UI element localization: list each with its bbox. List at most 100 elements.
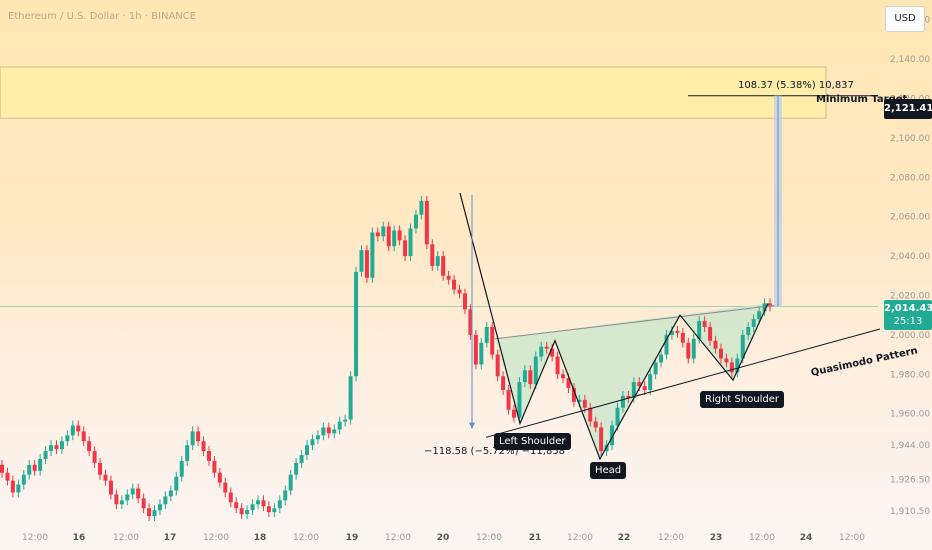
y-tick-label: 2,000.00 xyxy=(890,331,930,341)
candle-body xyxy=(245,510,250,515)
candle-body xyxy=(392,230,397,247)
x-tick-label: 12:00 xyxy=(203,533,229,543)
x-tick-label: 24 xyxy=(800,533,813,543)
candle-body xyxy=(359,250,364,272)
right-shoulder-label[interactable]: Right Shoulder xyxy=(700,391,785,408)
x-tick-label: 18 xyxy=(254,533,267,543)
candle-body xyxy=(157,504,162,511)
candle-body xyxy=(435,256,440,266)
candle-body xyxy=(757,311,762,320)
candle-body xyxy=(185,445,190,461)
candle-body xyxy=(631,382,636,398)
candle-body xyxy=(740,334,745,359)
candle-body xyxy=(179,460,184,477)
candle-body xyxy=(152,510,157,517)
candle-body xyxy=(239,508,244,515)
x-tick-label: 12:00 xyxy=(22,533,48,543)
candle-body xyxy=(419,200,424,215)
candle-body xyxy=(702,321,707,327)
candle-body xyxy=(446,275,451,280)
candle-body xyxy=(610,425,615,446)
down-measure-text: −118.58 (−5.72%) −11,858 xyxy=(424,446,566,457)
candle-body xyxy=(566,378,571,389)
head-label[interactable]: Head xyxy=(590,462,627,479)
candle-body xyxy=(642,386,647,391)
candle-body xyxy=(119,500,124,505)
candle-body xyxy=(54,445,59,450)
candle-body xyxy=(299,455,304,463)
candle-body xyxy=(555,356,560,375)
candle-body xyxy=(168,490,173,497)
candle-body xyxy=(147,508,152,517)
candle-body xyxy=(81,431,86,442)
candle-body xyxy=(713,340,718,349)
candle-body xyxy=(310,439,315,446)
candle-body xyxy=(751,319,756,327)
candle-body xyxy=(196,431,201,442)
candle-body xyxy=(571,388,576,402)
y-tick-label: 2,040.00 xyxy=(890,252,930,262)
candle-body xyxy=(163,496,168,505)
x-tick-label: 19 xyxy=(346,533,359,543)
candle-body xyxy=(98,462,103,475)
candle-body xyxy=(321,427,326,436)
candle-body xyxy=(386,226,391,247)
candle-body xyxy=(533,356,538,385)
candle-body xyxy=(27,464,32,475)
candle-body xyxy=(114,494,119,505)
candle-body xyxy=(484,326,489,343)
candle-body xyxy=(479,342,484,365)
candle-body xyxy=(108,480,113,495)
candle-body xyxy=(272,508,277,513)
candle-body xyxy=(354,271,359,377)
candle-body xyxy=(92,451,97,463)
candle-body xyxy=(294,462,299,475)
left-shoulder-label[interactable]: Left Shoulder xyxy=(494,433,571,450)
candle-body xyxy=(512,409,516,418)
candle-body xyxy=(441,256,446,276)
candle-body xyxy=(544,346,549,349)
candle-body xyxy=(76,425,81,432)
x-tick-label: 20 xyxy=(437,533,450,543)
y-tick-label: 2,060.00 xyxy=(890,213,930,223)
y-tick-label: 1,910.50 xyxy=(890,507,930,517)
candle-body xyxy=(38,458,43,471)
symbol-header: Ethereum / U.S. Dollar · 1h · BINANCE xyxy=(8,11,197,22)
candle-body xyxy=(315,435,320,440)
candle-body xyxy=(370,232,375,278)
candle-body xyxy=(190,431,195,446)
candle-body xyxy=(452,279,457,290)
candle-body xyxy=(729,362,734,373)
candle-body xyxy=(615,407,620,426)
x-tick-label: 12:00 xyxy=(113,533,139,543)
x-tick-label: 12:00 xyxy=(749,533,775,543)
candle-body xyxy=(762,303,767,312)
candle-body xyxy=(305,445,310,456)
candle-countdown: 25:13 xyxy=(893,316,923,327)
y-tick-label: 1,980.00 xyxy=(890,370,930,380)
candle-body xyxy=(522,370,527,383)
x-tick-label: 21 xyxy=(529,533,542,543)
candle-body xyxy=(490,326,495,355)
candle-body xyxy=(348,376,353,420)
candle-body xyxy=(746,326,751,335)
candle-body xyxy=(261,500,266,507)
candle-body xyxy=(718,348,723,359)
candle-body xyxy=(539,346,544,357)
pattern-zigzag xyxy=(459,192,769,461)
x-tick-label: 12:00 xyxy=(567,533,593,543)
candle-body xyxy=(517,382,522,418)
down-measure-arrowhead xyxy=(469,422,475,429)
candle-body xyxy=(462,293,467,310)
last-price-label: 2,014.43 25:13 xyxy=(884,300,932,330)
candle-body xyxy=(495,354,500,377)
support-trendline xyxy=(485,328,881,438)
x-tick-label: 22 xyxy=(618,533,631,543)
pattern-fill xyxy=(495,303,768,459)
candle-body xyxy=(620,395,625,408)
candle-body xyxy=(768,303,772,307)
candle-body xyxy=(561,374,566,379)
currency-button[interactable]: USD xyxy=(885,6,925,32)
